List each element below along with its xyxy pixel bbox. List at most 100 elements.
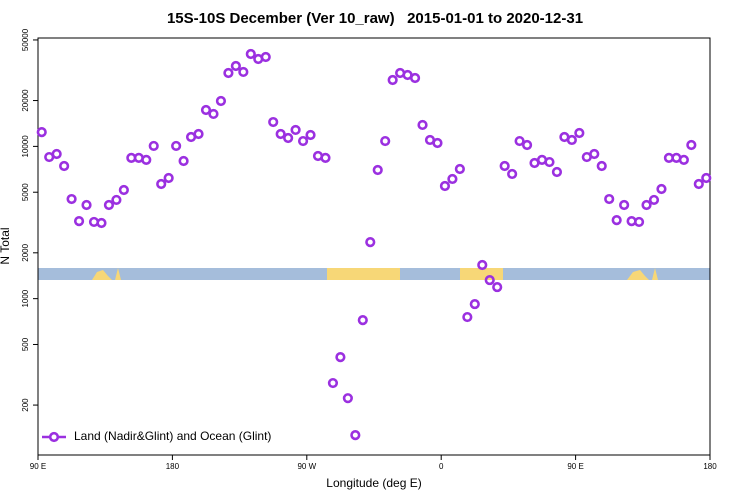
data-point (96, 217, 107, 229)
plot-frame (37, 37, 711, 456)
x-tick-label: 180 (166, 462, 180, 471)
data-point (283, 132, 294, 144)
x-tick-label: 90 W (297, 462, 316, 471)
data-point (245, 48, 256, 60)
data-point (275, 128, 286, 140)
data-point (320, 152, 331, 164)
data-point (462, 311, 473, 323)
data-point (484, 274, 495, 286)
data-point (619, 199, 630, 211)
data-point (305, 129, 316, 141)
land-region (92, 270, 112, 280)
legend-label: Land (Nadir&Glint) and Ocean (Glint) (74, 429, 271, 443)
land-ocean-band (38, 268, 710, 280)
chart-title: 15S-10S December (Ver 10_raw) 2015-01-01… (167, 10, 583, 27)
x-tick-label: 0 (439, 462, 444, 471)
data-point (208, 108, 219, 120)
data-point (51, 148, 62, 160)
data-point (447, 173, 458, 185)
data-point (641, 199, 652, 211)
data-point (656, 183, 667, 195)
data-point (223, 67, 234, 79)
data-point (551, 166, 563, 178)
y-tick-label: 500 (21, 337, 30, 351)
data-point (499, 160, 510, 172)
data-point (693, 178, 704, 190)
data-point (103, 199, 115, 211)
data-point (604, 193, 615, 205)
data-point (492, 281, 503, 293)
data-point (215, 95, 227, 107)
data-point (596, 160, 607, 172)
y-tick-label: 20000 (21, 89, 30, 112)
data-point (701, 172, 712, 184)
data-point (417, 119, 428, 131)
data-point (141, 154, 152, 166)
land-region (627, 270, 649, 280)
data-point (350, 430, 361, 441)
data-point (148, 140, 159, 152)
data-point (156, 178, 167, 190)
data-point (409, 72, 421, 84)
data-point (73, 216, 85, 227)
data-point (171, 140, 182, 152)
data-point (59, 160, 70, 172)
data-point (230, 60, 241, 72)
data-point (118, 184, 129, 196)
data-point (544, 156, 555, 168)
data-point (163, 172, 174, 184)
data-point (297, 135, 309, 147)
data-point (589, 148, 600, 160)
data-point (335, 352, 346, 363)
land-region (327, 268, 400, 280)
data-point (66, 193, 77, 205)
data-point (193, 128, 204, 140)
y-axis-label: N Total (0, 227, 12, 264)
data-point (81, 199, 92, 211)
data-point (260, 51, 271, 63)
data-point (611, 214, 622, 226)
data-point (514, 135, 525, 147)
data-point (686, 139, 697, 151)
data-point (238, 66, 249, 78)
data-point (200, 104, 212, 116)
data-point (111, 194, 122, 206)
y-tick-label: 200 (21, 398, 30, 412)
x-tick-label: 90 E (567, 462, 583, 471)
data-point (469, 298, 480, 310)
data-point (365, 237, 376, 248)
land-region (652, 268, 658, 280)
land-region (115, 268, 121, 280)
x-tick-label: 90 E (30, 462, 46, 471)
data-point (574, 127, 585, 139)
data-point (290, 124, 301, 136)
data-point (387, 74, 398, 86)
data-point (566, 134, 577, 146)
y-tick-label: 10000 (21, 135, 30, 158)
data-point (678, 154, 689, 166)
data-point (268, 116, 279, 128)
data-point (439, 180, 451, 192)
x-tick-label: 180 (703, 462, 717, 471)
data-point (372, 164, 383, 176)
y-tick-label: 1000 (21, 289, 30, 307)
y-tick-label: 50000 (21, 28, 30, 51)
data-point (477, 259, 488, 271)
data-point (380, 135, 391, 147)
data-point (432, 137, 443, 149)
data-point (454, 163, 465, 175)
data-point (178, 155, 189, 167)
data-point (357, 314, 368, 326)
y-tick-label: 5000 (21, 183, 30, 201)
data-point (633, 216, 645, 228)
data-point (507, 168, 518, 180)
data-point (36, 127, 47, 138)
data-point (327, 377, 339, 389)
data-point (648, 194, 660, 206)
legend-marker (48, 431, 60, 443)
data-point (521, 139, 533, 151)
x-axis-label: Longitude (deg E) (326, 476, 421, 490)
data-point (342, 393, 353, 404)
y-tick-label: 2000 (21, 243, 30, 261)
